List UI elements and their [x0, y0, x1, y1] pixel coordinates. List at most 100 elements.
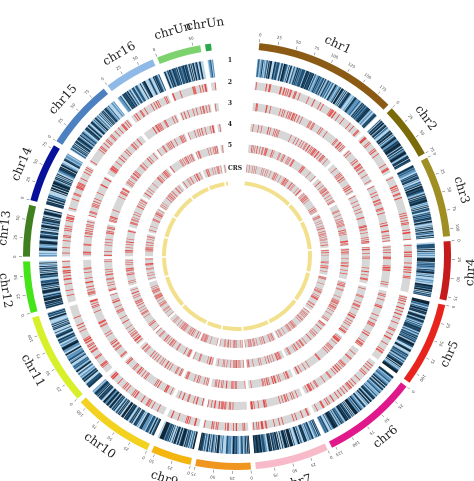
track-4-hit	[125, 263, 134, 265]
track-5-hit	[311, 294, 319, 299]
track-1-hit	[65, 288, 74, 292]
chromosome-arc-chr3	[420, 157, 451, 237]
density-block	[285, 429, 291, 447]
crs-segment	[164, 217, 177, 238]
density-block	[281, 64, 287, 82]
density-block	[191, 62, 197, 81]
track-5-hit	[151, 286, 159, 290]
track-3-hit	[297, 365, 302, 373]
density-block	[49, 191, 67, 199]
density-block	[318, 79, 328, 97]
track-3-hit	[352, 304, 360, 308]
track-2-hit	[130, 144, 137, 151]
track-5-hit	[155, 295, 163, 300]
track-2-hit	[120, 351, 128, 358]
density-block	[70, 148, 87, 159]
density-block	[52, 182, 70, 191]
density-block	[62, 160, 80, 171]
density-block	[400, 173, 418, 182]
density-block	[58, 333, 75, 343]
density-block	[168, 69, 176, 88]
density-block	[416, 264, 435, 267]
track-5-hit	[177, 185, 184, 192]
track-1-hit	[62, 252, 71, 254]
density-block	[394, 342, 411, 353]
track-1-hit	[177, 412, 181, 421]
density-block	[76, 361, 92, 374]
density-block	[92, 119, 107, 133]
track-2-hit	[125, 357, 133, 364]
track-4-hit	[299, 339, 305, 346]
density-block	[163, 71, 171, 90]
track-2-hit	[380, 283, 389, 286]
density-block	[416, 244, 435, 247]
density-block	[67, 349, 84, 360]
track-1-hit	[325, 397, 331, 405]
density-block	[130, 407, 141, 424]
track-2-hit	[186, 394, 190, 402]
track-2-hit	[109, 168, 117, 174]
density-block	[65, 156, 82, 167]
density-block	[82, 368, 98, 381]
track-4-hit	[131, 218, 139, 222]
track-3-hit	[348, 195, 356, 200]
crs-segment	[225, 181, 229, 186]
density-block	[376, 368, 392, 382]
density-block	[308, 420, 317, 438]
track-2-hit	[187, 394, 191, 403]
track-1-hit	[95, 353, 103, 360]
density-block	[363, 383, 377, 398]
density-block	[269, 61, 275, 80]
track-2-hit	[354, 163, 361, 170]
density-block	[300, 424, 308, 442]
density-block	[222, 435, 226, 454]
density-block	[165, 423, 174, 442]
track-4-hit	[340, 243, 349, 245]
density-block	[125, 404, 137, 421]
density-block	[61, 339, 78, 349]
tick-mark	[153, 454, 155, 458]
density-block	[416, 248, 435, 251]
density-block	[148, 416, 158, 434]
density-block	[45, 203, 64, 209]
density-block	[50, 187, 69, 195]
density-block	[409, 200, 428, 207]
density-block	[295, 425, 303, 444]
track-3-hit	[332, 335, 340, 342]
track-2-hit	[355, 165, 363, 172]
density-block	[385, 143, 401, 155]
density-block	[39, 243, 58, 246]
track-1-hit	[284, 88, 288, 97]
density-block	[71, 146, 87, 158]
track-2-hit	[251, 401, 253, 410]
track-4-hit	[128, 281, 137, 284]
track-4-hit	[275, 352, 280, 360]
density-block	[310, 420, 319, 437]
track-1-hit	[83, 335, 91, 341]
track-5-background	[145, 258, 157, 281]
track-2-hit	[280, 109, 284, 117]
density-block	[327, 84, 338, 102]
track-5-hit	[241, 339, 243, 348]
density-block	[363, 114, 377, 129]
track-5-hit	[233, 339, 235, 348]
density-block	[415, 235, 434, 238]
density-block	[386, 146, 403, 158]
track-1-hit	[333, 391, 340, 399]
track-5-hit	[302, 197, 309, 204]
track-2-hit	[310, 123, 316, 131]
track-4-hit	[226, 359, 228, 368]
track-2-hit	[93, 309, 102, 313]
track-1-hit	[204, 83, 207, 92]
density-block	[85, 128, 100, 141]
track-4-hit	[125, 241, 134, 244]
track-1-hit	[384, 334, 392, 340]
density-block	[385, 144, 401, 156]
density-block	[408, 195, 426, 202]
density-block	[256, 434, 260, 453]
track-3-hit	[305, 144, 310, 152]
track-4-background	[283, 319, 326, 357]
track-4-hit	[125, 247, 134, 249]
density-block	[61, 163, 78, 174]
density-block	[96, 115, 110, 130]
